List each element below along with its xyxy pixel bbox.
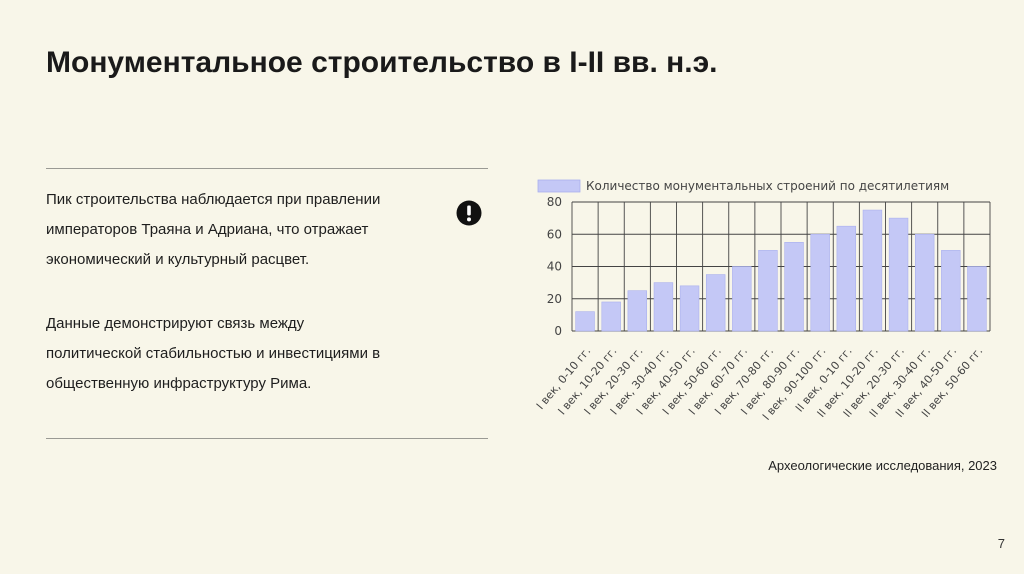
divider-top: [46, 168, 488, 169]
page-number: 7: [997, 536, 1005, 551]
bar: [575, 311, 595, 332]
bar: [836, 225, 857, 332]
paragraph-stability: Данные демонстрируют связь между политич…: [46, 315, 381, 392]
legend-label: Количество монументальных строений по де…: [586, 179, 949, 193]
bar: [941, 250, 961, 332]
bar: [784, 242, 804, 332]
bar: [601, 301, 621, 332]
y-tick-label: 0: [554, 324, 562, 338]
bar: [888, 217, 909, 332]
bar-chart: Количество монументальных строений по де…: [534, 179, 991, 423]
bar: [967, 266, 987, 332]
y-tick-label: 80: [547, 195, 562, 209]
slide-title: Монументальное строительство в I-II вв. …: [46, 46, 718, 79]
y-tick-label: 60: [547, 227, 562, 241]
bar: [627, 290, 648, 332]
source-caption: Археологические исследования, 2023: [768, 458, 997, 473]
bar: [914, 233, 935, 332]
y-tick-label: 20: [547, 292, 562, 306]
chart: Количество монументальных строений по де…: [518, 170, 998, 440]
exclamation-circle-icon: [456, 200, 482, 226]
divider-bottom: [46, 438, 488, 439]
paragraph-peak: Пик строительства наблюдается при правле…: [46, 191, 381, 268]
bar: [862, 209, 883, 332]
y-tick-label: 40: [547, 260, 562, 274]
legend-swatch: [537, 179, 581, 193]
bar: [758, 250, 778, 332]
bar: [653, 282, 674, 332]
bar: [679, 285, 700, 332]
bar: [810, 233, 830, 332]
bar: [732, 266, 752, 332]
bar: [705, 274, 726, 332]
